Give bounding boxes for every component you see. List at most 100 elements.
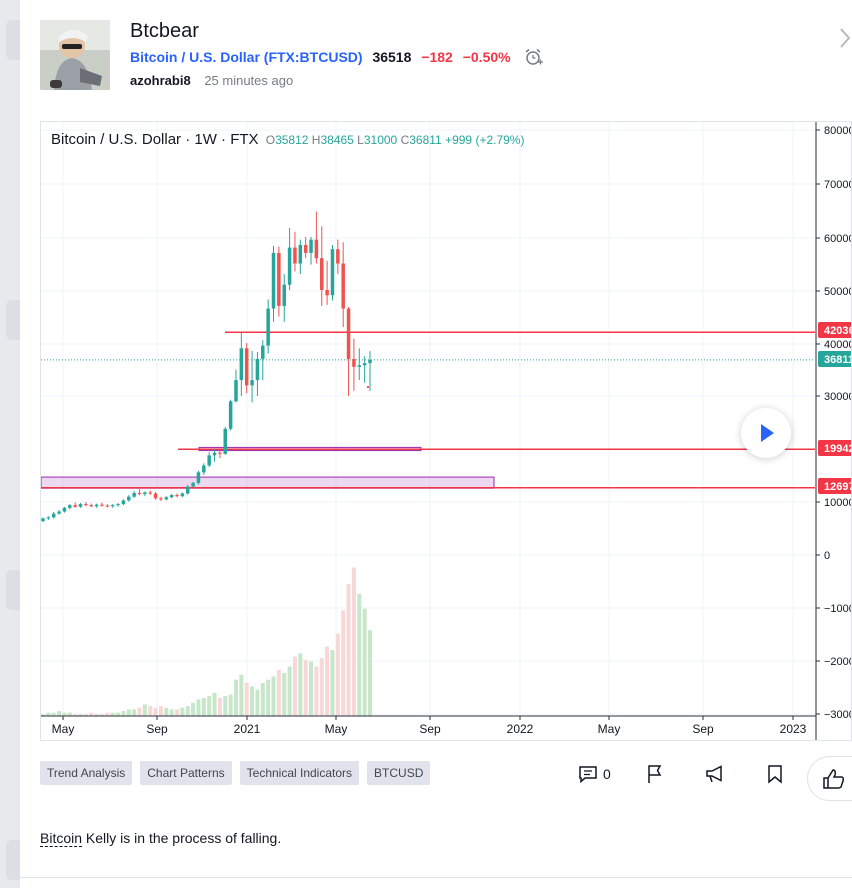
ohlc-change: +999 (+2.79%) bbox=[445, 133, 525, 147]
author-avatar[interactable] bbox=[40, 20, 110, 90]
candle-body bbox=[282, 284, 286, 306]
candle-body bbox=[368, 359, 372, 364]
candle-body bbox=[293, 247, 297, 264]
volume-bar bbox=[191, 702, 196, 716]
candle-body bbox=[68, 505, 72, 508]
volume-bar bbox=[89, 712, 94, 716]
candle-body bbox=[212, 452, 217, 456]
y-tick-label: 80000 bbox=[824, 125, 852, 137]
tag-chart-patterns[interactable]: Chart Patterns bbox=[140, 761, 232, 785]
chart-canvas[interactable]: 80000 70000 60000 50000 40000 30000 10000 0 −100… bbox=[41, 122, 852, 741]
like-button[interactable] bbox=[807, 756, 852, 801]
volume-bar bbox=[260, 683, 265, 716]
candle-body bbox=[51, 513, 56, 518]
tag-technical-indicators[interactable]: Technical Indicators bbox=[239, 761, 360, 785]
legend-ohlc: O35812 H38465 L31000 C36811 +999 (+2.79%… bbox=[265, 133, 525, 147]
tag-btcusd[interactable]: BTCUSD bbox=[367, 761, 431, 785]
comment-icon bbox=[579, 766, 597, 783]
volume-bar bbox=[196, 699, 201, 716]
strip-tab bbox=[6, 300, 20, 340]
volume-bar bbox=[132, 709, 137, 716]
volume-bar bbox=[46, 712, 51, 716]
volume-bar bbox=[201, 697, 206, 716]
volume-bar bbox=[233, 679, 238, 716]
candle-body bbox=[191, 482, 195, 487]
candle-body bbox=[153, 493, 158, 499]
alarm-clock-icon[interactable] bbox=[524, 48, 544, 69]
candle-body bbox=[346, 308, 351, 359]
play-icon bbox=[761, 424, 774, 442]
candle-body bbox=[223, 428, 228, 454]
bookmark-button[interactable] bbox=[767, 762, 783, 786]
chevron-right-icon[interactable] bbox=[838, 26, 852, 55]
candle-body bbox=[57, 511, 61, 514]
x-tick-label: May bbox=[598, 722, 621, 736]
volume-bar bbox=[169, 709, 174, 716]
candle-body bbox=[41, 518, 45, 522]
candle-body bbox=[143, 492, 147, 495]
play-button[interactable] bbox=[741, 408, 791, 458]
volume-bar bbox=[126, 709, 131, 716]
volume-bar bbox=[51, 712, 56, 716]
candle-body bbox=[132, 492, 136, 497]
report-button[interactable] bbox=[646, 762, 664, 786]
idea-description: Bitcoin Kelly is in the process of falli… bbox=[40, 830, 281, 847]
symbol-change: −182 bbox=[421, 49, 453, 66]
candle-body bbox=[94, 504, 99, 507]
volume-bar bbox=[346, 584, 351, 716]
candle-body bbox=[234, 380, 238, 402]
volume-bar bbox=[164, 707, 169, 716]
description-keyword-link[interactable]: Bitcoin bbox=[40, 830, 83, 847]
ohlc-high: 38465 bbox=[320, 133, 354, 147]
publish-time: 25 minutes ago bbox=[204, 73, 294, 88]
volume-bar bbox=[175, 709, 180, 716]
volume-bar bbox=[185, 706, 190, 716]
volume-bar bbox=[255, 689, 260, 716]
megaphone-icon bbox=[706, 765, 722, 783]
comments-button[interactable]: 0 bbox=[578, 762, 611, 786]
candle-body bbox=[309, 239, 313, 253]
price-chart[interactable]: 80000 70000 60000 50000 40000 30000 10000 0 −100… bbox=[40, 121, 852, 741]
idea-title[interactable]: Btcbear bbox=[130, 20, 199, 42]
y-tick-label: 0 bbox=[824, 550, 830, 562]
price-label-box bbox=[818, 322, 851, 338]
flag-icon bbox=[648, 765, 662, 783]
x-tick-label: Sep bbox=[146, 722, 168, 736]
y-tick-label: −1000 bbox=[824, 603, 852, 615]
divider bbox=[20, 877, 852, 878]
volume-bar bbox=[83, 714, 88, 716]
y-tick-label: 30000 bbox=[824, 391, 852, 403]
volume-bar bbox=[250, 686, 255, 716]
candle-body bbox=[298, 244, 303, 264]
symbol-link[interactable]: Bitcoin / U.S. Dollar (FTX:BTCUSD) bbox=[130, 49, 363, 66]
side-strip bbox=[0, 0, 20, 888]
symbol-change-percent: −0.50% bbox=[462, 49, 511, 66]
share-button[interactable] bbox=[704, 762, 726, 786]
volume-bar bbox=[362, 608, 367, 716]
x-tick-label: Sep bbox=[419, 722, 441, 736]
comments-count: 0 bbox=[603, 766, 611, 782]
y-tick-label: 40000 bbox=[824, 339, 852, 351]
author-line: azohrabi8 25 minutes ago bbox=[130, 73, 293, 88]
candle-body bbox=[277, 252, 281, 306]
support-zone bbox=[41, 476, 495, 489]
volume-bar bbox=[368, 630, 372, 716]
candle-body bbox=[121, 500, 126, 505]
volume-bar bbox=[41, 714, 45, 716]
volume-bar bbox=[276, 669, 281, 716]
volume-bar bbox=[228, 694, 233, 716]
candle-body bbox=[164, 497, 169, 500]
ohlc-open: 35812 bbox=[275, 133, 309, 147]
volume-bar bbox=[110, 712, 115, 716]
volume-bar bbox=[67, 712, 72, 716]
tag-trend-analysis[interactable]: Trend Analysis bbox=[40, 761, 133, 785]
author-name[interactable]: azohrabi8 bbox=[130, 73, 191, 88]
price-label: 19942 bbox=[824, 443, 852, 455]
candle-body bbox=[250, 380, 254, 386]
candle-body bbox=[261, 345, 265, 359]
price-label-box bbox=[818, 351, 851, 367]
tag-list: Trend Analysis Chart Patterns Technical … bbox=[40, 761, 431, 785]
bookmark-icon bbox=[768, 765, 782, 784]
volume-bar bbox=[314, 666, 319, 716]
volume-bar bbox=[158, 706, 163, 716]
